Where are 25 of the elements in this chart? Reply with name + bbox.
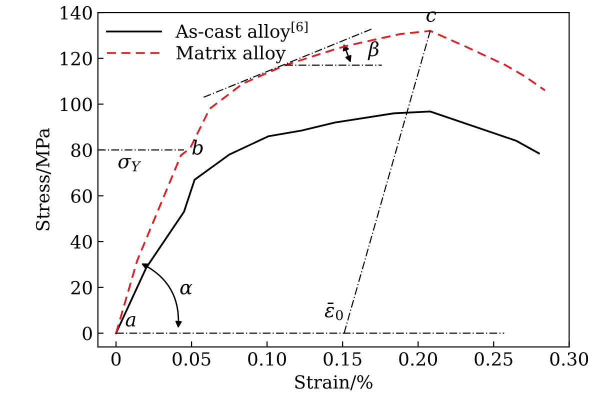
y-tick-label: 80 [71, 143, 92, 158]
y-axis-title: Stress/MPa [36, 128, 51, 230]
annotation: ε̄$_{0}$ [324, 302, 343, 320]
x-tick-label: 0.30 [550, 352, 588, 366]
y-tick-label: 120 [60, 52, 92, 66]
x-tick-label: 0.25 [474, 352, 512, 366]
x-tick-label: 0.15 [324, 352, 362, 366]
x-tick-label: 0.20 [399, 352, 438, 366]
x-tick-label: 0 [111, 352, 121, 366]
y-tick-label: 100 [60, 98, 92, 112]
annotation: σ$_{Y}$ [118, 158, 142, 172]
x-axis-title: Strain/% [295, 375, 372, 390]
annotation: b [192, 140, 203, 155]
y-tick-label: 40 [70, 235, 92, 249]
legend-label: As-cast alloy$^{[6]}$ [175, 22, 308, 42]
y-tick-label: 20 [71, 280, 92, 295]
x-tick-label: 0.05 [172, 352, 210, 366]
y-tick-label: 60 [71, 189, 92, 203]
y-tick-label: 0 [82, 326, 92, 340]
annotation: α [180, 284, 192, 294]
annotation: a [126, 316, 136, 327]
annotation: β [368, 41, 379, 60]
legend-label: Matrix alloy [176, 46, 286, 64]
x-tick-label: 0.10 [248, 352, 286, 366]
y-tick-label: 140 [60, 6, 92, 20]
